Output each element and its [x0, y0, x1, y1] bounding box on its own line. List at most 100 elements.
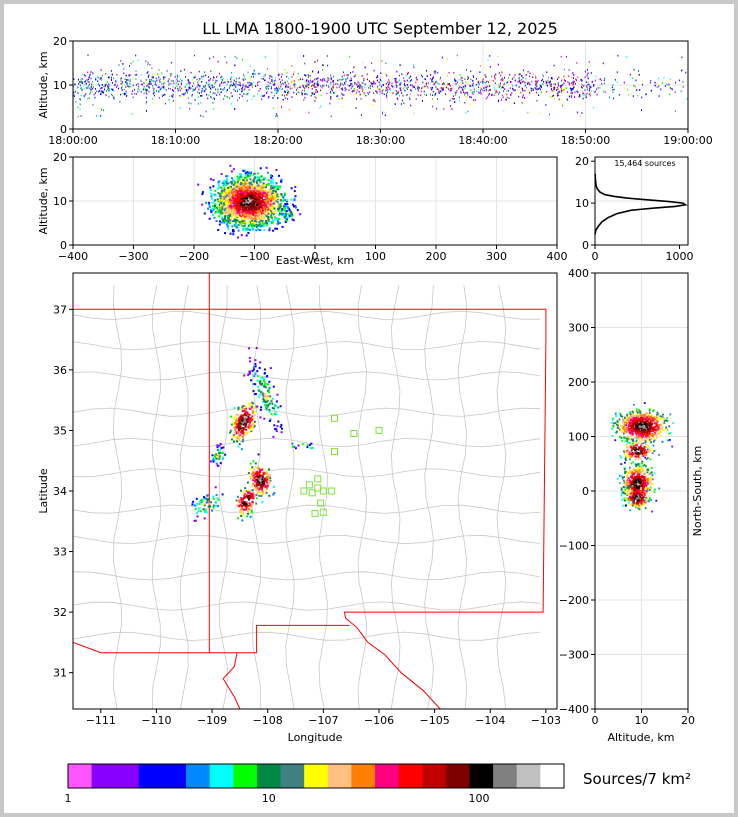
time-source-dot	[342, 93, 344, 96]
ew-source-dot	[223, 203, 226, 206]
plan-source-dot	[240, 448, 243, 451]
time-source-dot	[485, 80, 487, 83]
ew-source-dot	[231, 230, 234, 233]
plan-source-dot	[230, 438, 233, 441]
time-source-dot	[213, 76, 214, 78]
time-source-dot	[486, 69, 488, 72]
ew-source-dot	[271, 175, 274, 178]
ew-source-dot	[217, 192, 220, 195]
time-source-dot	[73, 91, 75, 94]
time-source-dot	[97, 84, 99, 86]
time-source-dot	[154, 80, 156, 82]
county-border	[73, 601, 541, 611]
plan-source-dot	[273, 492, 276, 494]
time-source-dot	[432, 76, 434, 78]
ew-source-dot	[255, 220, 258, 223]
ew-source-dot	[276, 227, 278, 230]
time-source-dot	[80, 87, 82, 90]
ew-source-dot	[241, 224, 244, 227]
plan-source-dot	[238, 443, 241, 446]
plan-source-dot	[252, 474, 255, 477]
time-source-dot	[323, 78, 325, 80]
time-source-dot	[317, 84, 319, 87]
time-source-dot	[359, 93, 361, 96]
plan-source-dot	[249, 478, 252, 480]
time-source-dot	[406, 83, 408, 86]
time-source-dot	[538, 94, 539, 96]
time-source-dot	[303, 55, 305, 57]
time-source-dot	[148, 86, 150, 88]
ew-source-dot	[240, 173, 243, 176]
ew-source-dot	[268, 206, 271, 209]
time-source-dot	[81, 89, 83, 91]
ew-source-dot	[272, 202, 275, 205]
ew-source-dot	[281, 225, 284, 228]
time-source-dot	[312, 84, 314, 86]
time-source-dot	[206, 93, 208, 96]
time-source-dot	[90, 89, 92, 91]
plan-source-dot	[244, 412, 247, 415]
time-source-dot	[316, 78, 318, 80]
time-source-dot	[259, 88, 261, 90]
ew-source-dot	[249, 171, 252, 173]
time-source-dot	[480, 93, 482, 95]
ew-source-dot	[261, 215, 264, 218]
time-source-dot	[108, 95, 110, 98]
time-source-dot	[152, 87, 154, 89]
time-source-dot	[341, 75, 343, 78]
time-source-dot	[361, 86, 363, 89]
time-source-dot	[146, 85, 148, 87]
time-source-dot	[460, 82, 461, 84]
time-source-dot	[189, 85, 191, 87]
ew-source-dot	[238, 214, 241, 217]
time-source-dot	[305, 85, 307, 87]
time-source-dot	[328, 85, 330, 87]
ew-source-dot	[243, 209, 245, 212]
ew-source-dot	[252, 183, 255, 186]
time-source-dot	[203, 90, 205, 92]
time-source-dot	[480, 91, 482, 94]
time-source-dot	[146, 81, 148, 84]
time-source-dot	[129, 85, 131, 88]
ew-source-dot	[217, 211, 220, 214]
time-source-dot	[292, 73, 294, 76]
plan-source-dot	[235, 413, 238, 416]
time-source-dot	[350, 79, 352, 82]
time-source-dot	[310, 84, 311, 86]
time-source-dot	[475, 78, 477, 80]
time-source-dot	[200, 91, 202, 94]
time-source-dot	[494, 77, 496, 79]
time-source-dot	[525, 74, 527, 76]
time-source-dot	[165, 89, 167, 91]
ew-source-dot	[239, 194, 242, 197]
ew-source-dot	[268, 227, 271, 230]
time-source-dot	[417, 86, 419, 88]
time-source-dot	[658, 95, 660, 97]
ew-source-dot	[272, 229, 275, 232]
time-source-dot	[122, 84, 124, 86]
ew-source-dot	[232, 188, 235, 191]
time-source-dot	[449, 89, 451, 92]
time-source-dot	[444, 94, 446, 97]
time-source-dot	[390, 91, 392, 94]
time-source-dot	[471, 83, 473, 86]
ew-source-dot	[290, 198, 293, 201]
ew-source-dot	[267, 188, 270, 191]
ew-source-dot	[257, 224, 260, 227]
time-source-dot	[365, 94, 367, 97]
ew-source-dot	[278, 221, 281, 224]
time-source-dot	[385, 95, 387, 97]
time-source-dot	[562, 103, 564, 106]
time-source-dot	[314, 95, 316, 98]
ew-source-dot	[242, 193, 245, 196]
histogram-frame	[594, 156, 689, 246]
ew-source-dot	[249, 228, 251, 231]
ew-source-dot	[209, 189, 212, 191]
ew-source-dot	[284, 207, 287, 210]
time-source-dot	[553, 86, 555, 89]
county-border	[112, 285, 123, 709]
plan-source-dot	[258, 482, 261, 485]
plan-source-dot	[229, 431, 232, 434]
time-source-dot	[529, 83, 531, 86]
